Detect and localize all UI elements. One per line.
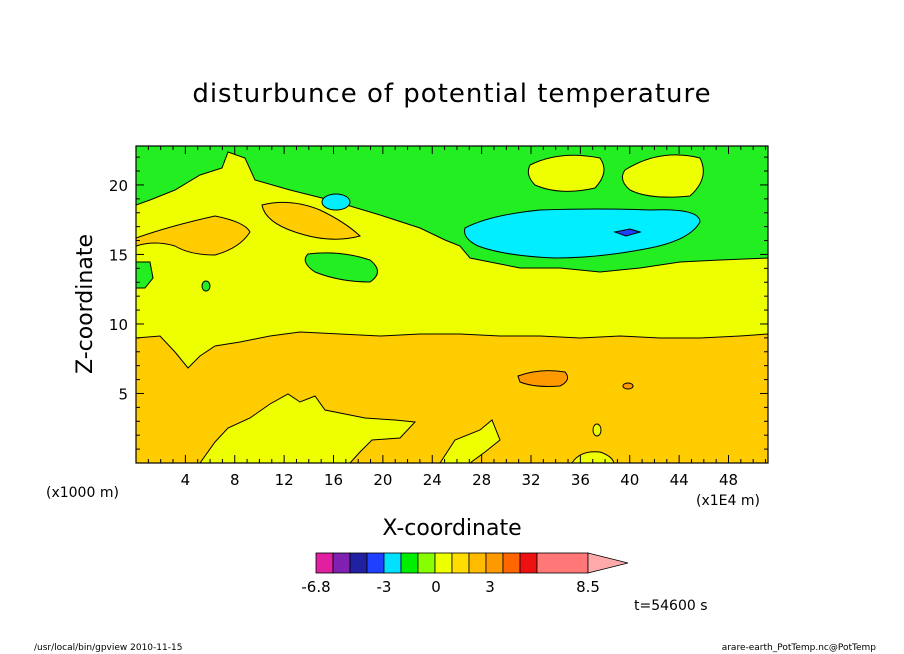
x-unit-left: (x1000 m) [46, 485, 119, 501]
x-tick-label: 40 [620, 471, 639, 489]
plot-frame [135, 145, 769, 464]
region-warm-dot [622, 382, 634, 390]
region-yellow-patch-2 [621, 154, 704, 198]
x-tick-label: 48 [719, 471, 738, 489]
colorbar [315, 552, 629, 574]
y-axis: 5 10 15 20 [109, 156, 768, 450]
colorbar-label: 8.5 [576, 578, 600, 596]
colorbar-labels: -6.8 -3 0 3 8.5 [301, 578, 600, 596]
region-cold-blob [464, 208, 701, 259]
colorbar-swatch [485, 552, 504, 574]
x-tick-label: 32 [521, 471, 540, 489]
x-tick-label: 36 [571, 471, 590, 489]
colorbar-swatch [383, 552, 402, 574]
footer-right: arare-earth_PotTemp.nc@PotTemp [722, 643, 877, 653]
region-green-lobe [304, 252, 378, 283]
colorbar-label: 3 [485, 578, 495, 596]
colorbar-swatch [366, 552, 385, 574]
region-cold-core [613, 228, 642, 237]
colorbar-swatch [400, 552, 419, 574]
x-tick-label: 12 [275, 471, 294, 489]
x-tick-label: 44 [670, 471, 689, 489]
colorbar-swatch [451, 552, 470, 574]
x-tick-label: 20 [373, 471, 392, 489]
colorbar-label: 0 [431, 578, 441, 596]
colorbar-label: -6.8 [301, 578, 330, 596]
x-tick-label: 8 [230, 471, 240, 489]
x-tick-label: 4 [181, 471, 191, 489]
y-axis-label: Z-coordinate [73, 234, 98, 374]
plot-area [136, 146, 768, 463]
time-label: t=54600 s [634, 598, 708, 614]
colorbar-swatch [417, 552, 436, 574]
region-green-island [136, 261, 154, 289]
colorbar-arrow [587, 552, 629, 574]
region-yellow-low-1 [199, 393, 417, 463]
y-tick-label: 20 [109, 177, 128, 195]
y-tick-label: 5 [118, 385, 128, 403]
region-yellow-low-3 [571, 451, 615, 463]
region-yellow-patch-1 [527, 154, 605, 192]
colorbar-swatch [536, 552, 589, 574]
chart-title: disturbunce of potential temperature [192, 79, 711, 109]
colorbar-swatch [434, 552, 453, 574]
x-axis: 4 8 12 16 20 24 28 32 36 40 44 48 [147, 146, 767, 489]
x-axis-label: X-coordinate [382, 516, 521, 541]
x-tick-label: 28 [472, 471, 491, 489]
colorbar-label: -3 [377, 578, 392, 596]
x-tick-label: 16 [324, 471, 343, 489]
y-tick-label: 15 [109, 246, 128, 264]
colorbar-swatch [315, 552, 334, 574]
colorbar-swatch [332, 552, 351, 574]
y-tick-label: 10 [109, 316, 128, 334]
region-warm-spot [517, 370, 569, 387]
region-green-dot [201, 280, 211, 292]
region-yellow-dot [592, 423, 602, 437]
colorbar-swatch [519, 552, 538, 574]
colorbar-swatch [349, 552, 368, 574]
region-cyan-small [321, 193, 351, 211]
footer-left: /usr/local/bin/gpview 2010-11-15 [34, 643, 182, 653]
region-orange-patch-2 [261, 201, 362, 240]
region-orange-patch-1 [136, 215, 251, 256]
colorbar-swatch [502, 552, 521, 574]
x-tick-label: 24 [423, 471, 442, 489]
region-yellow-low-2 [439, 419, 501, 463]
colorbar-swatch [468, 552, 487, 574]
x-unit-right: (x1E4 m) [696, 493, 760, 509]
